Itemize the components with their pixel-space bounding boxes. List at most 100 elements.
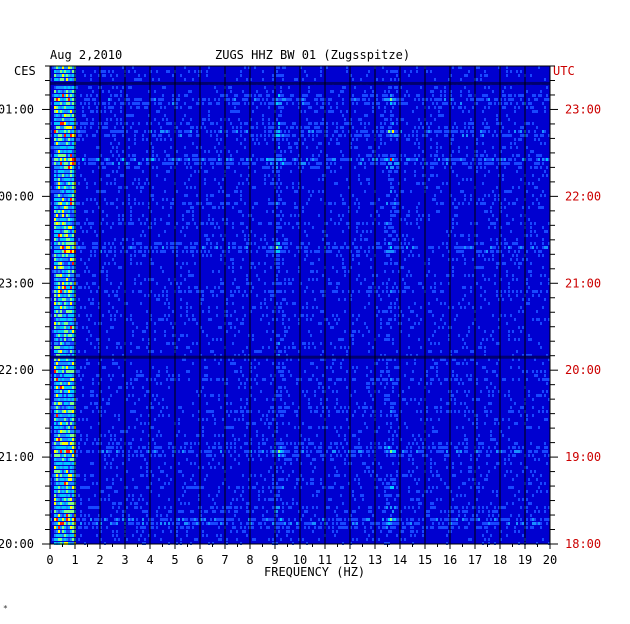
heatmap-cell xyxy=(226,94,228,97)
heatmap-cell xyxy=(450,350,452,353)
heatmap-cell xyxy=(220,326,222,329)
heatmap-cell xyxy=(404,170,406,173)
heatmap-cell xyxy=(390,70,392,73)
heatmap-cell xyxy=(228,242,230,245)
heatmap-cell xyxy=(144,330,146,333)
heatmap-cell xyxy=(214,130,216,133)
heatmap-cell xyxy=(140,162,142,165)
heatmap-cell xyxy=(62,102,64,105)
heatmap-cell xyxy=(62,202,64,205)
heatmap-cell xyxy=(376,210,378,213)
heatmap-cell xyxy=(488,170,490,173)
heatmap-cell xyxy=(406,274,408,277)
heatmap-cell xyxy=(426,70,428,73)
heatmap-cell xyxy=(152,250,154,253)
heatmap-cell xyxy=(546,246,548,249)
heatmap-cell xyxy=(276,278,278,281)
heatmap-cell xyxy=(416,182,418,185)
heatmap-cell xyxy=(240,126,242,129)
heatmap-cell xyxy=(282,122,284,125)
heatmap-cell xyxy=(378,358,380,361)
heatmap-cell xyxy=(386,362,388,365)
heatmap-cell xyxy=(120,130,122,133)
heatmap-cell xyxy=(118,98,120,101)
heatmap-cell xyxy=(78,138,80,141)
heatmap-cell xyxy=(96,190,98,193)
heatmap-cell xyxy=(66,374,68,377)
heatmap-cell xyxy=(380,126,382,129)
heatmap-cell xyxy=(264,166,266,169)
heatmap-cell xyxy=(202,386,204,389)
heatmap-cell xyxy=(294,202,296,205)
heatmap-cell xyxy=(390,234,392,237)
heatmap-cell xyxy=(298,358,300,361)
heatmap-cell xyxy=(240,142,242,145)
heatmap-cell xyxy=(484,278,486,281)
heatmap-cell xyxy=(84,210,86,213)
heatmap-cell xyxy=(66,74,68,77)
heatmap-cell xyxy=(272,182,274,185)
heatmap-cell xyxy=(326,158,328,161)
heatmap-cell xyxy=(284,346,286,349)
heatmap-cell xyxy=(414,126,416,129)
heatmap-cell xyxy=(490,158,492,161)
heatmap-cell xyxy=(210,350,212,353)
heatmap-cell xyxy=(342,154,344,157)
heatmap-cell xyxy=(68,274,70,277)
heatmap-cell xyxy=(178,338,180,341)
heatmap-cell xyxy=(338,94,340,97)
heatmap-cell xyxy=(390,302,392,305)
heatmap-cell xyxy=(364,126,366,129)
heatmap-cell xyxy=(450,378,452,381)
heatmap-cell xyxy=(344,270,346,273)
heatmap-cell xyxy=(446,230,448,233)
heatmap-cell xyxy=(372,150,374,153)
heatmap-cell xyxy=(278,370,280,373)
heatmap-cell xyxy=(404,154,406,157)
heatmap-cell xyxy=(50,246,52,249)
heatmap-cell xyxy=(544,98,546,101)
heatmap-cell xyxy=(220,234,222,237)
heatmap-cell xyxy=(272,254,274,257)
heatmap-cell xyxy=(62,170,64,173)
heatmap-cell xyxy=(386,250,388,253)
heatmap-cell xyxy=(368,146,370,149)
heatmap-cell xyxy=(190,250,192,253)
heatmap-cell xyxy=(60,306,62,309)
heatmap-cell xyxy=(402,250,404,253)
heatmap-cell xyxy=(72,386,74,389)
heatmap-cell xyxy=(78,202,80,205)
heatmap-cell xyxy=(408,94,410,97)
heatmap-cell xyxy=(66,214,68,217)
heatmap-cell xyxy=(166,246,168,249)
heatmap-cell xyxy=(108,242,110,245)
heatmap-cell xyxy=(404,374,406,377)
heatmap-cell xyxy=(122,150,124,153)
heatmap-cell xyxy=(476,102,478,105)
heatmap-cell xyxy=(234,170,236,173)
heatmap-cell xyxy=(106,346,108,349)
heatmap-cell xyxy=(72,306,74,309)
heatmap-cell xyxy=(464,262,466,265)
heatmap-cell xyxy=(122,126,124,129)
heatmap-cell xyxy=(380,142,382,145)
heatmap-cell xyxy=(256,98,258,101)
heatmap-cell xyxy=(90,390,92,393)
heatmap-cell xyxy=(106,254,108,257)
heatmap-cell xyxy=(332,326,334,329)
heatmap-cell xyxy=(68,318,70,321)
heatmap-cell xyxy=(308,342,310,345)
heatmap-cell xyxy=(318,322,320,325)
heatmap-cell xyxy=(346,122,348,125)
heatmap-cell xyxy=(60,94,62,97)
heatmap-cell xyxy=(126,122,128,125)
heatmap-cell xyxy=(370,290,372,293)
heatmap-cell xyxy=(476,142,478,145)
heatmap-cell xyxy=(346,370,348,373)
heatmap-cell xyxy=(308,130,310,133)
heatmap-cell xyxy=(372,378,374,381)
heatmap-cell xyxy=(56,370,58,373)
heatmap-cell xyxy=(336,254,338,257)
heatmap-cell xyxy=(176,98,178,101)
heatmap-cell xyxy=(350,334,352,337)
